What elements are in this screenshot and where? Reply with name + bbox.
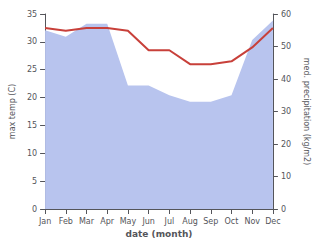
svg-text:30: 30 xyxy=(27,37,37,46)
svg-text:Mar: Mar xyxy=(79,217,95,226)
svg-text:max temp (C): max temp (C) xyxy=(8,84,17,139)
svg-text:60: 60 xyxy=(281,10,291,19)
svg-text:Aug: Aug xyxy=(182,217,198,226)
svg-text:Dec: Dec xyxy=(265,217,280,226)
svg-text:30: 30 xyxy=(281,107,291,116)
svg-text:20: 20 xyxy=(281,140,291,149)
svg-text:10: 10 xyxy=(281,172,291,181)
svg-text:10: 10 xyxy=(27,149,37,158)
svg-text:date (month): date (month) xyxy=(126,229,193,239)
svg-text:0: 0 xyxy=(32,205,37,214)
svg-text:35: 35 xyxy=(27,10,37,19)
svg-text:Apr: Apr xyxy=(100,217,115,226)
svg-text:50: 50 xyxy=(281,42,291,51)
svg-text:5: 5 xyxy=(32,177,37,186)
svg-text:med. precipitation (kg/m2): med. precipitation (kg/m2) xyxy=(302,58,311,165)
svg-text:Feb: Feb xyxy=(59,217,73,226)
svg-text:20: 20 xyxy=(27,93,37,102)
svg-text:Jun: Jun xyxy=(141,217,155,226)
svg-text:Jul: Jul xyxy=(164,217,175,226)
svg-text:Jan: Jan xyxy=(38,217,51,226)
svg-text:25: 25 xyxy=(27,65,37,74)
svg-text:Sep: Sep xyxy=(203,217,218,226)
svg-text:15: 15 xyxy=(27,121,37,130)
svg-text:Oct: Oct xyxy=(225,217,239,226)
svg-text:May: May xyxy=(120,217,137,226)
svg-text:40: 40 xyxy=(281,75,291,84)
svg-text:0: 0 xyxy=(281,205,286,214)
svg-text:Nov: Nov xyxy=(244,217,260,226)
